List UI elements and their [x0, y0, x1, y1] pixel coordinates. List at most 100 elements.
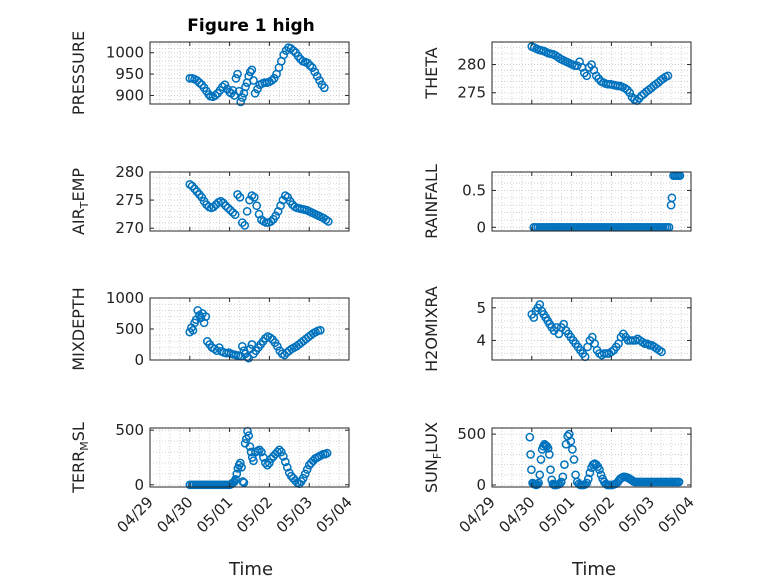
data-point	[674, 477, 684, 487]
x-axis-label-left: Time	[228, 559, 273, 580]
data-point	[249, 456, 258, 466]
data-point	[282, 462, 292, 472]
data-point	[275, 445, 284, 455]
y-tick-label: 500	[457, 425, 486, 443]
data-point	[657, 347, 666, 357]
axes-box	[491, 297, 692, 361]
data-point	[667, 193, 677, 203]
data-point	[315, 325, 325, 335]
plot-area	[150, 172, 349, 231]
data-point	[300, 469, 310, 479]
data-point	[201, 312, 211, 321]
data-point	[250, 88, 260, 98]
data-point	[242, 206, 252, 216]
x-tick-label: 05/02	[233, 493, 276, 536]
y-tick-label: 1000	[106, 289, 144, 307]
y-tick-label: 270	[115, 219, 144, 237]
data-point	[535, 470, 545, 480]
x-tick-label: 05/02	[575, 493, 618, 536]
y-tick-label: 0	[476, 218, 486, 236]
data-point	[192, 76, 202, 85]
y-axis-label: PRESSURE	[69, 31, 88, 115]
data-point	[278, 452, 288, 461]
data-point	[288, 46, 298, 55]
data-point	[280, 457, 290, 467]
y-axis-label: H2OMIXRA	[422, 286, 441, 372]
data-point	[525, 432, 535, 442]
data-point	[527, 465, 536, 475]
data-point	[232, 469, 242, 479]
y-tick-label: 0	[134, 351, 144, 369]
data-point	[244, 353, 254, 363]
data-point	[235, 458, 245, 468]
data-point	[237, 462, 246, 472]
data-point	[558, 472, 568, 482]
x-tick-label: 05/01	[193, 493, 236, 536]
data-point	[585, 468, 595, 478]
data-point	[308, 63, 317, 73]
data-point	[302, 465, 312, 474]
data-point	[231, 73, 241, 83]
y-axis-label: SUNFLUX	[422, 422, 444, 493]
y-tick-label: 4	[476, 331, 486, 349]
x-tick-label: 05/01	[535, 493, 578, 536]
data-point	[267, 76, 277, 85]
data-point	[279, 50, 289, 60]
data-point	[240, 221, 250, 230]
data-point	[218, 82, 227, 92]
y-axis-label: THETA	[422, 47, 441, 99]
data-point	[322, 448, 332, 458]
data-point	[236, 97, 246, 107]
y-tick-label: 500	[115, 320, 144, 338]
data-point	[223, 203, 233, 213]
y-tick-label: 500	[115, 421, 144, 439]
x-tick-label: 05/03	[615, 493, 658, 536]
data-point	[265, 333, 275, 343]
panel-air-temp: 270 275 280 AIRTEMP	[69, 163, 350, 237]
x-axis-label-right: Time	[571, 559, 616, 580]
data-point	[209, 202, 219, 212]
data-point	[310, 67, 320, 77]
data-point	[546, 465, 555, 475]
axes-box	[149, 427, 350, 488]
data-point	[265, 458, 274, 468]
data-point	[195, 78, 204, 87]
data-point	[226, 205, 235, 215]
data-point	[238, 477, 248, 486]
y-tick-label: 0	[476, 476, 486, 494]
y-tick-label: 280	[115, 163, 144, 181]
data-point	[280, 350, 289, 360]
y-tick-label: 275	[457, 84, 486, 102]
data-point	[235, 192, 245, 202]
data-point	[266, 217, 276, 226]
data-point	[583, 474, 593, 484]
x-tick-label: 05/03	[273, 493, 316, 536]
data-point	[230, 91, 239, 100]
data-point	[276, 447, 286, 457]
data-point	[543, 443, 553, 453]
data-point	[526, 450, 535, 459]
data-point	[252, 201, 262, 211]
data-point	[237, 93, 247, 102]
data-point	[239, 478, 249, 487]
data-point	[247, 65, 257, 75]
data-point	[596, 470, 606, 480]
data-point	[312, 71, 322, 81]
y-tick-label: 5	[476, 299, 486, 317]
panel-rainfall: 0 0.5 RAINFALL	[422, 164, 692, 239]
axes-box	[491, 171, 692, 232]
data-point	[269, 73, 279, 83]
data-point	[249, 192, 259, 202]
y-tick-label: 900	[115, 86, 144, 104]
x-tick-label: 04/30	[495, 493, 538, 536]
data-point	[228, 208, 238, 217]
data-point	[241, 82, 250, 92]
data-point	[555, 479, 565, 489]
data-point	[625, 88, 635, 98]
data-point	[582, 71, 592, 81]
y-axis-label: MIXDEPTH	[69, 287, 88, 370]
data-point	[305, 61, 315, 70]
